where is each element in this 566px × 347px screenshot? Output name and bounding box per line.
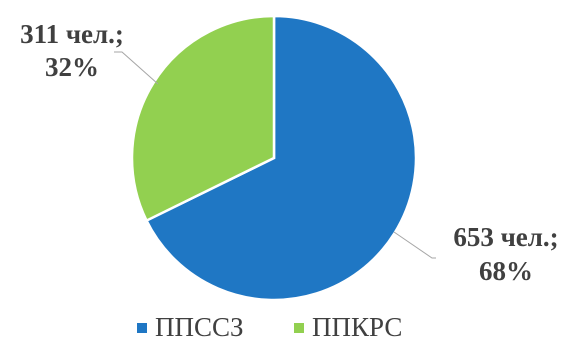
legend-swatch-pps: [137, 323, 147, 333]
leader-line-pps: [393, 231, 436, 259]
data-label-ppkrs-line1: 311 чел.;: [20, 19, 124, 49]
legend-swatch-ppkrs: [294, 323, 304, 333]
data-label-pps: 653 чел.; 68%: [453, 222, 558, 286]
legend-label-ppkrs: ППКРС: [312, 312, 402, 342]
pie-slice-ppkrs: [130, 14, 276, 223]
data-label-pps-line1: 653 чел.;: [453, 222, 558, 252]
pie-slices: [130, 14, 418, 302]
pie-slice-pps: [144, 14, 418, 302]
legend: ППССЗ ППКРС: [137, 312, 402, 342]
legend-label-pps: ППССЗ: [155, 312, 244, 342]
data-label-ppkrs-line2: 32%: [45, 52, 99, 82]
data-label-pps-line2: 68%: [479, 256, 533, 286]
data-label-ppkrs: 311 чел.; 32%: [20, 19, 124, 82]
leader-lines: [114, 51, 436, 259]
leader-line-ppkrs: [114, 51, 159, 85]
